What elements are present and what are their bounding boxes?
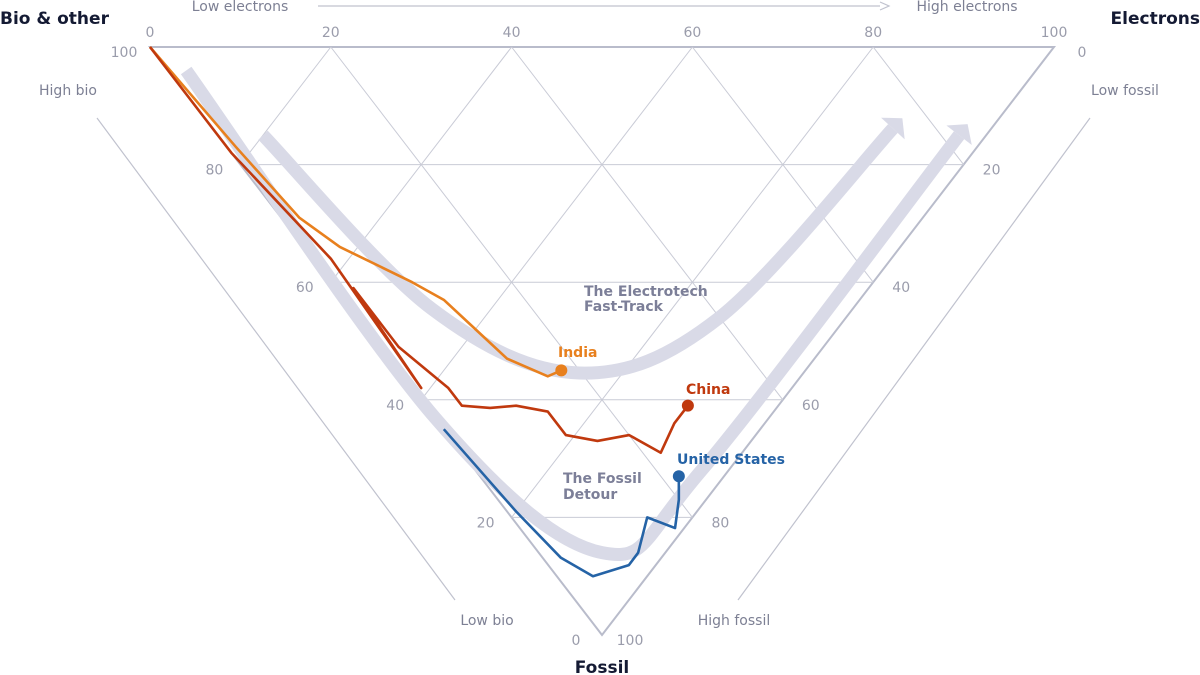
china-label: China — [686, 382, 730, 398]
fossil-tick-label: 80 — [711, 515, 729, 531]
india-line — [149, 46, 562, 378]
high-fossil-label: High fossil — [698, 613, 771, 629]
guide-arrowhead-icon — [946, 124, 972, 145]
bio-tick-label: 80 — [205, 163, 223, 179]
outer-axes — [96, 1, 1091, 601]
bio-axis-line — [96, 117, 456, 601]
bio-axis-title: Bio & other — [0, 9, 110, 29]
high-bio-label: High bio — [39, 83, 97, 99]
gridline-electrons — [511, 46, 784, 401]
electrons-tick-label: 0 — [146, 25, 155, 41]
gridline-bio — [240, 46, 332, 165]
series-lines — [148, 46, 694, 578]
china-endpoint — [681, 399, 694, 412]
electrons-axis-title: Electrons — [1111, 9, 1200, 29]
fossil-axis-title: Fossil — [575, 658, 630, 675]
fossil-detour-annotation-line1: The Fossil — [563, 471, 642, 487]
guide-arrowhead-icon — [881, 117, 905, 140]
fossil-tick-label: 40 — [892, 280, 910, 296]
guide-arrow-path — [180, 66, 965, 562]
arrow-right-icon — [879, 1, 891, 11]
india-endpoint — [555, 364, 568, 377]
electrons-tick-label: 60 — [683, 25, 701, 41]
guide-arrow-path — [258, 124, 898, 380]
india-label: India — [558, 345, 597, 361]
bio-tick-label: 20 — [477, 515, 495, 531]
bio-tick-label: 100 — [111, 45, 138, 61]
tick-labels: 0 20 40 60 80 100 100 80 60 40 20 0 0 20 40 60 80 100 — [111, 25, 1087, 649]
bio-tick-label: 60 — [296, 280, 314, 296]
high-electrons-label: High electrons — [916, 0, 1017, 15]
fossil-tick-label: 0 — [1078, 45, 1087, 61]
fossil-tick-label: 100 — [617, 633, 644, 649]
electrotech-annotation-line2: Fast-Track — [584, 299, 664, 315]
low-bio-label: Low bio — [460, 613, 513, 629]
china-line — [148, 46, 689, 455]
united-states-label: United States — [677, 452, 785, 468]
fossil-detour-annotation-line2: Detour — [563, 487, 617, 503]
low-electrons-label: Low electrons — [192, 0, 289, 15]
fossil-tick-label: 20 — [983, 163, 1001, 179]
electrons-tick-label: 80 — [864, 25, 882, 41]
electrotech-annotation-line1: The Electrotech — [584, 284, 708, 300]
bio-tick-label: 0 — [572, 633, 581, 649]
fossil-axis-line — [737, 117, 1091, 601]
electrons-tick-label: 100 — [1041, 25, 1068, 41]
guide-arrows — [180, 66, 972, 562]
electrons-tick-label: 20 — [322, 25, 340, 41]
gridline-electrons — [692, 46, 874, 283]
low-fossil-label: Low fossil — [1091, 83, 1159, 99]
united-states-endpoint — [672, 470, 685, 483]
electrons-tick-label: 40 — [503, 25, 521, 41]
fossil-tick-label: 60 — [802, 398, 820, 414]
united-states-line — [442, 428, 681, 578]
bio-tick-label: 40 — [386, 398, 404, 414]
gridline-bio — [420, 46, 693, 401]
